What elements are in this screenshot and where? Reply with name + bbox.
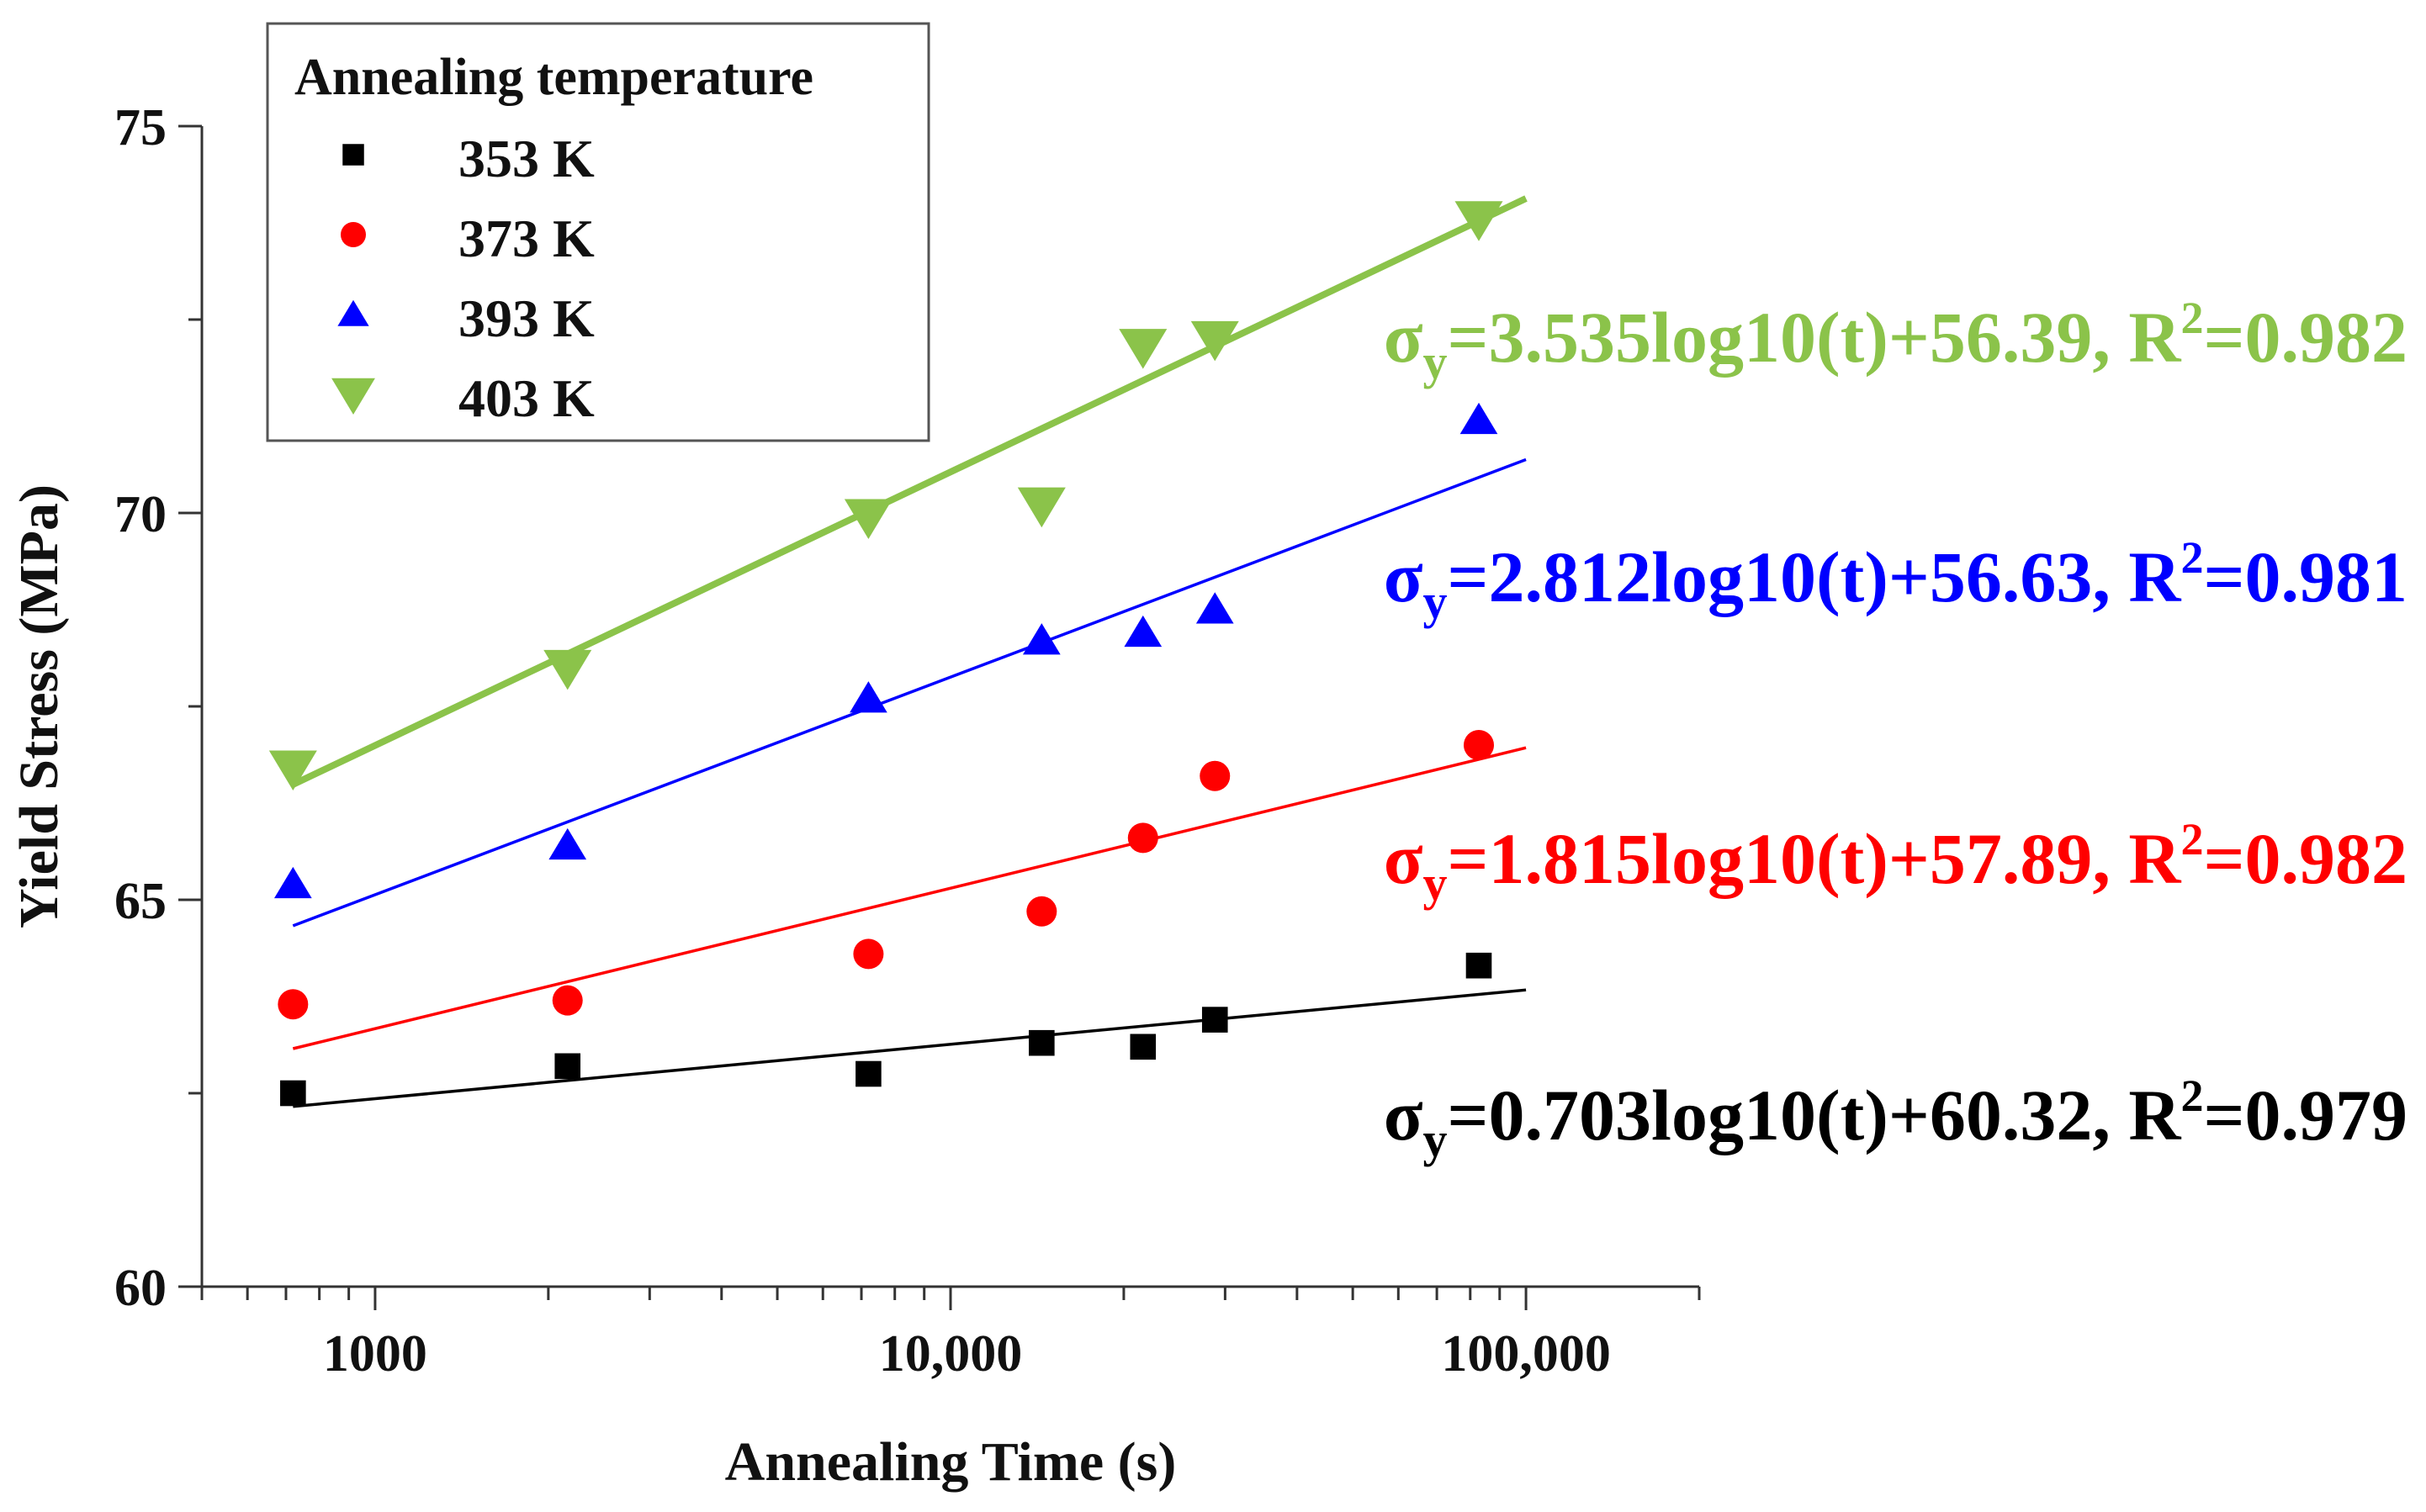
point-353k [1029, 1029, 1055, 1056]
point-353k [1130, 1034, 1157, 1060]
point-393k [548, 827, 587, 860]
fit-line-373k [292, 746, 1527, 1050]
point-373k [1464, 730, 1495, 760]
point-373k [278, 989, 309, 1020]
y-tick-label: 70 [114, 486, 167, 543]
point-373k [552, 985, 583, 1016]
point-403k [1017, 487, 1066, 528]
fit-equation: σy=2.812log10(t)+56.63, R2=0.981 [1384, 532, 2407, 629]
axes [178, 124, 1701, 1310]
fit-line-403k [291, 195, 1528, 788]
legend-label: 393 K [458, 288, 595, 348]
data-points [268, 201, 1503, 1107]
fit-equations: σy=0.703log10(t)+60.32, R2=0.979 σy=1.815… [1384, 293, 2407, 1167]
fit-line-353k [293, 988, 1527, 1108]
point-373k [1026, 896, 1057, 927]
fit-equation: σy=3.535log10(t)+56.39, R2=0.982 [1384, 293, 2407, 389]
legend-marker [341, 222, 366, 247]
legend-title: Annealing temperature [294, 49, 813, 106]
point-393k [850, 681, 887, 713]
point-403k [1190, 320, 1239, 362]
point-393k [1459, 402, 1498, 435]
point-403k [543, 649, 592, 690]
fit-equation: σy=0.703log10(t)+60.32, R2=0.979 [1384, 1071, 2407, 1167]
point-373k [853, 938, 884, 970]
legend-marker [342, 144, 364, 166]
x-tick-label: 1000 [323, 1325, 427, 1382]
fit-equation: σy=1.815log10(t)+57.89, R2=0.982 [1384, 814, 2407, 911]
point-403k [1454, 201, 1503, 241]
point-393k [1022, 623, 1061, 655]
point-353k [1201, 1007, 1228, 1033]
point-403k [844, 499, 893, 539]
legend: Annealing temperature 353 K 373 K 393 K 403… [266, 22, 930, 442]
point-393k [1195, 592, 1234, 624]
fit-lines [291, 195, 1528, 1108]
legend-label: 373 K [458, 209, 595, 268]
x-tick-label: 10,000 [879, 1325, 1023, 1382]
x-axis-title: Annealing Time (s) [725, 1431, 1177, 1493]
y-tick-label: 60 [114, 1260, 167, 1317]
point-403k [1119, 329, 1168, 369]
legend-label: 403 K [458, 368, 595, 428]
point-393k [1124, 615, 1163, 648]
tick-labels: 1000 10,000 100,000 60 65 70 75 [114, 99, 1611, 1382]
point-353k [280, 1080, 306, 1107]
point-373k [1127, 822, 1158, 854]
point-373k [1200, 760, 1231, 791]
y-tick-label: 75 [114, 99, 167, 156]
point-393k [273, 866, 312, 899]
point-353k [1465, 952, 1492, 979]
legend-label: 353 K [458, 129, 595, 188]
point-353k [554, 1053, 581, 1080]
legend-box [266, 22, 930, 442]
point-353k [855, 1060, 882, 1087]
y-axis-title: Yield Stress (MPa) [8, 484, 70, 928]
fit-line-393k [292, 457, 1527, 928]
legend-marker [337, 299, 369, 326]
point-403k [268, 750, 317, 790]
legend-marker [331, 378, 375, 415]
x-tick-label: 100,000 [1441, 1325, 1611, 1382]
y-tick-label: 65 [114, 873, 167, 930]
